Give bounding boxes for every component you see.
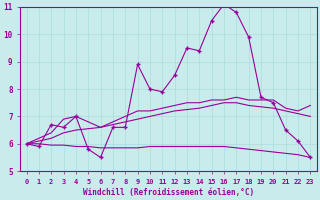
- X-axis label: Windchill (Refroidissement éolien,°C): Windchill (Refroidissement éolien,°C): [83, 188, 254, 197]
